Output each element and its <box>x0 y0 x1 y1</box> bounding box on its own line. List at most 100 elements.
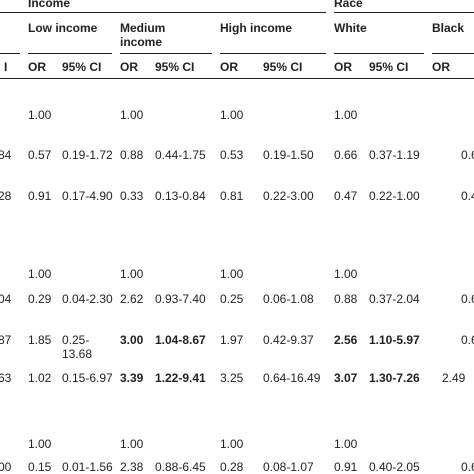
cell: 0.13-0.84 <box>155 189 206 203</box>
cell: 0.53 <box>220 148 244 162</box>
cell: 0.64-16.49 <box>263 371 321 385</box>
income-group-rule <box>0 12 326 13</box>
cell: 0.22-1.00 <box>369 189 420 203</box>
low-income-rule <box>28 53 112 54</box>
cell: 1.00 <box>220 108 244 122</box>
medium-income-rule <box>120 53 212 54</box>
cell: 04 <box>0 292 12 306</box>
cell: 87 <box>0 333 12 347</box>
col-ci: 95% CI <box>155 60 195 74</box>
high-income-rule <box>220 53 326 54</box>
cell: 0.04-2.30 <box>62 292 113 306</box>
cell: 1.97 <box>220 333 244 347</box>
cell: 0.25- <box>62 333 90 347</box>
cell: 0.08-1.07 <box>263 460 314 474</box>
cell: 0.93-7.40 <box>155 292 206 306</box>
white-rule <box>334 53 424 54</box>
cell: 1.00 <box>28 267 52 281</box>
col-or: OR <box>432 60 450 74</box>
cell: 1.85 <box>28 333 52 347</box>
cell: 0.44-1.75 <box>155 148 206 162</box>
cell: 1.00 <box>220 437 244 451</box>
cell: 0.25 <box>220 292 244 306</box>
col-ci: 95% CI <box>369 60 409 74</box>
cell: 0.66 <box>334 148 358 162</box>
cell: 13.68 <box>62 347 93 361</box>
cell: 0.29 <box>28 292 52 306</box>
cell: 1.00 <box>28 437 52 451</box>
cell: 2.56 <box>334 333 358 347</box>
cell: 3.00 <box>120 333 144 347</box>
cell: 3.07 <box>334 371 358 385</box>
medium-income-header: Medium <box>120 21 166 35</box>
cell: 1.00 <box>334 437 358 451</box>
cell: 1.00 <box>28 108 52 122</box>
cell: 2.49 <box>442 371 466 385</box>
cell: 2.38 <box>120 460 144 474</box>
cell: 1.00 <box>120 437 144 451</box>
col-or: OR <box>28 60 46 74</box>
cell: 1.30-7.26 <box>369 371 420 385</box>
cell: 0.19-1.50 <box>263 148 314 162</box>
cell: 0.6 <box>461 148 474 162</box>
cell: 1.04-8.67 <box>155 333 206 347</box>
white-header: White <box>334 21 367 35</box>
cell: 1.00 <box>120 108 144 122</box>
cell: 0.22-3.00 <box>263 189 314 203</box>
cell: 0.88 <box>334 292 358 306</box>
cell: 1.00 <box>120 267 144 281</box>
cell: 0.40-2.05 <box>369 460 420 474</box>
cell: 0.15 <box>28 460 52 474</box>
cell: 0.4 <box>461 189 474 203</box>
cell: 28 <box>0 189 12 203</box>
cell: 1.00 <box>334 267 358 281</box>
cell: 0.91 <box>334 460 358 474</box>
cell: 0.88-6.45 <box>155 460 206 474</box>
header-bottom-rule <box>0 78 474 79</box>
cell: 3.25 <box>220 371 244 385</box>
col-ci: 95% CI <box>263 60 303 74</box>
cell: 0.17-4.90 <box>62 189 113 203</box>
low-income-header: Low income <box>28 21 98 35</box>
col-or: OR <box>120 60 138 74</box>
race-group-header: Race <box>334 0 363 10</box>
income-group-header: Income <box>28 0 71 10</box>
cell: 1.22-9.41 <box>155 371 206 385</box>
cell: 00 <box>0 460 12 474</box>
cell: 0.88 <box>120 148 144 162</box>
cell: 0.19-1.72 <box>62 148 113 162</box>
cell: 0.42-9.37 <box>263 333 314 347</box>
cell: 0.91 <box>28 189 52 203</box>
cell: 84 <box>0 148 12 162</box>
black-header: Black <box>432 21 465 35</box>
cell: 0.37-2.04 <box>369 292 420 306</box>
black-rule <box>432 53 474 54</box>
cell: 0.01-1.56 <box>62 460 113 474</box>
col-ci: 95% CI <box>62 60 102 74</box>
cell: 0.6 <box>461 292 474 306</box>
cell: 0.81 <box>220 189 244 203</box>
cell: 0.37-1.19 <box>369 148 420 162</box>
high-income-header: High income <box>220 21 293 35</box>
cell: 1.02 <box>28 371 52 385</box>
cell: 63 <box>0 371 12 385</box>
cell: 1.00 <box>334 108 358 122</box>
cell: 1.00 <box>220 267 244 281</box>
left-cut-header: I <box>4 60 8 74</box>
left-rule <box>0 53 20 54</box>
cell: 2.62 <box>120 292 144 306</box>
cell: 0.28 <box>220 460 244 474</box>
col-or: OR <box>334 60 352 74</box>
cell: 0.06-1.08 <box>263 292 314 306</box>
cell: 0.6 <box>461 333 474 347</box>
col-or: OR <box>220 60 238 74</box>
cell: 0.33 <box>120 189 144 203</box>
cell: 1.10-5.97 <box>369 333 420 347</box>
race-group-rule <box>334 12 474 13</box>
cell: 0.6 <box>461 460 474 474</box>
cell: 0.47 <box>334 189 358 203</box>
cell: 3.39 <box>120 371 144 385</box>
cell: 0.57 <box>28 148 52 162</box>
medium-income-header-line2: income <box>120 35 163 49</box>
cell: 0.15-6.97 <box>62 371 113 385</box>
